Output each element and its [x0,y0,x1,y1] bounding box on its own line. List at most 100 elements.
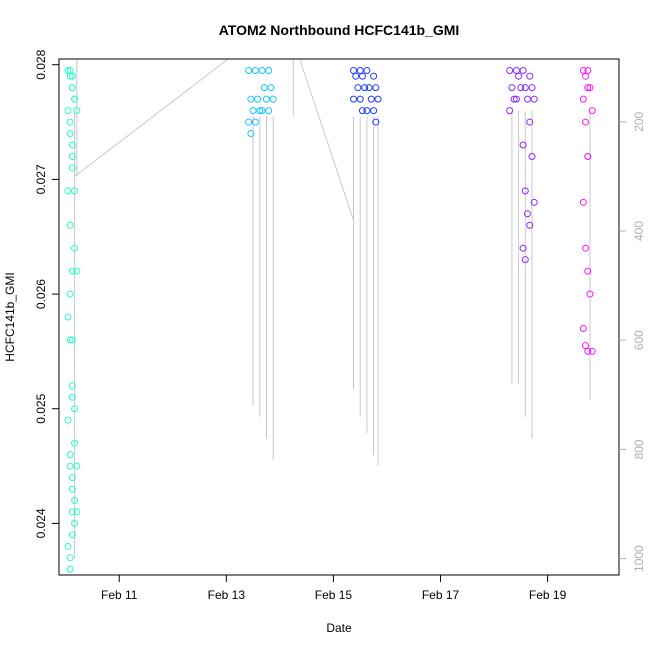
data-point [519,244,527,252]
data-point [365,84,373,92]
data-point [258,66,266,74]
data-point [68,508,76,516]
data-point [579,95,587,103]
data-point [256,107,264,115]
pressure-tracks [74,58,591,559]
data-point [73,462,81,470]
data-point [370,107,378,115]
data-point [363,107,371,115]
data-point [260,84,268,92]
data-point [64,107,72,115]
data-point [265,107,273,115]
data-point [66,221,74,229]
data-point [584,347,592,355]
data-point [354,84,362,92]
data-point [523,95,531,103]
y-tick-label: 0.028 [34,49,48,79]
y2-axis: 200 400 600 800 1000 [619,111,646,572]
data-point [584,152,592,160]
data-point [528,84,536,92]
data-point [68,84,76,92]
data-point [588,347,596,355]
data-point [579,198,587,206]
data-point [73,508,81,516]
data-point [358,72,366,80]
data-point [526,221,534,229]
data-point [73,107,81,115]
data-point [251,118,259,126]
data-point [356,95,364,103]
data-point [579,66,587,74]
data-point [251,66,259,74]
data-point [64,313,72,321]
data-point [372,84,380,92]
data-point [71,95,79,103]
y2-tick-label: 1000 [632,545,646,572]
data-point [66,66,74,74]
data-point [361,84,369,92]
data-point [521,187,529,195]
data-point [526,118,534,126]
data-point [66,565,74,573]
data-point [64,66,72,74]
data-point [523,210,531,218]
data-point [66,130,74,138]
data-point [582,342,590,350]
data-point [358,107,366,115]
data-point [350,95,358,103]
data-point [370,72,378,80]
data-point [519,66,527,74]
x-axis: Feb 11 Feb 13 Feb 15 Feb 17 Feb 19 [101,575,567,602]
data-point [521,84,529,92]
data-point [267,84,275,92]
data-point [71,187,79,195]
data-point [352,72,360,80]
y2-tick-label: 200 [632,111,646,131]
data-point [64,542,72,550]
data-point [68,141,76,149]
data-point [68,164,76,172]
data-point [71,244,79,252]
data-point [71,519,79,527]
x-tick-label: Feb 13 [208,588,246,602]
data-point [258,107,266,115]
data-point [68,531,76,539]
data-point [68,152,76,160]
data-point [512,95,520,103]
data-point [71,439,79,447]
data-point [363,66,371,74]
data-point [262,95,270,103]
data-point [64,187,72,195]
y-tick-label: 0.024 [34,508,48,538]
data-point [66,451,74,459]
data-point [508,84,516,92]
data-point [586,290,594,298]
data-point [245,118,253,126]
data-point [71,405,79,413]
data-point [512,66,520,74]
data-point [521,256,529,264]
data-point [73,267,81,275]
y-tick-label: 0.027 [34,164,48,194]
data-point [269,95,277,103]
data-point [68,485,76,493]
data-point [506,107,514,115]
data-point [515,72,523,80]
data-point [582,72,590,80]
data-point [582,118,590,126]
y-axis-label: HCFC141b_GMI [3,272,17,361]
data-point [588,107,596,115]
x-tick-label: Feb 19 [529,588,567,602]
x-axis-label: Date [326,621,352,635]
data-point [528,152,536,160]
data-point [584,66,592,74]
data-point [64,416,72,424]
data-point [510,95,518,103]
data-point [350,66,358,74]
y-tick-label: 0.025 [34,393,48,423]
x-tick-label: Feb 15 [315,588,353,602]
data-point [367,95,375,103]
y-tick-label: 0.026 [34,279,48,309]
data-point [530,95,538,103]
